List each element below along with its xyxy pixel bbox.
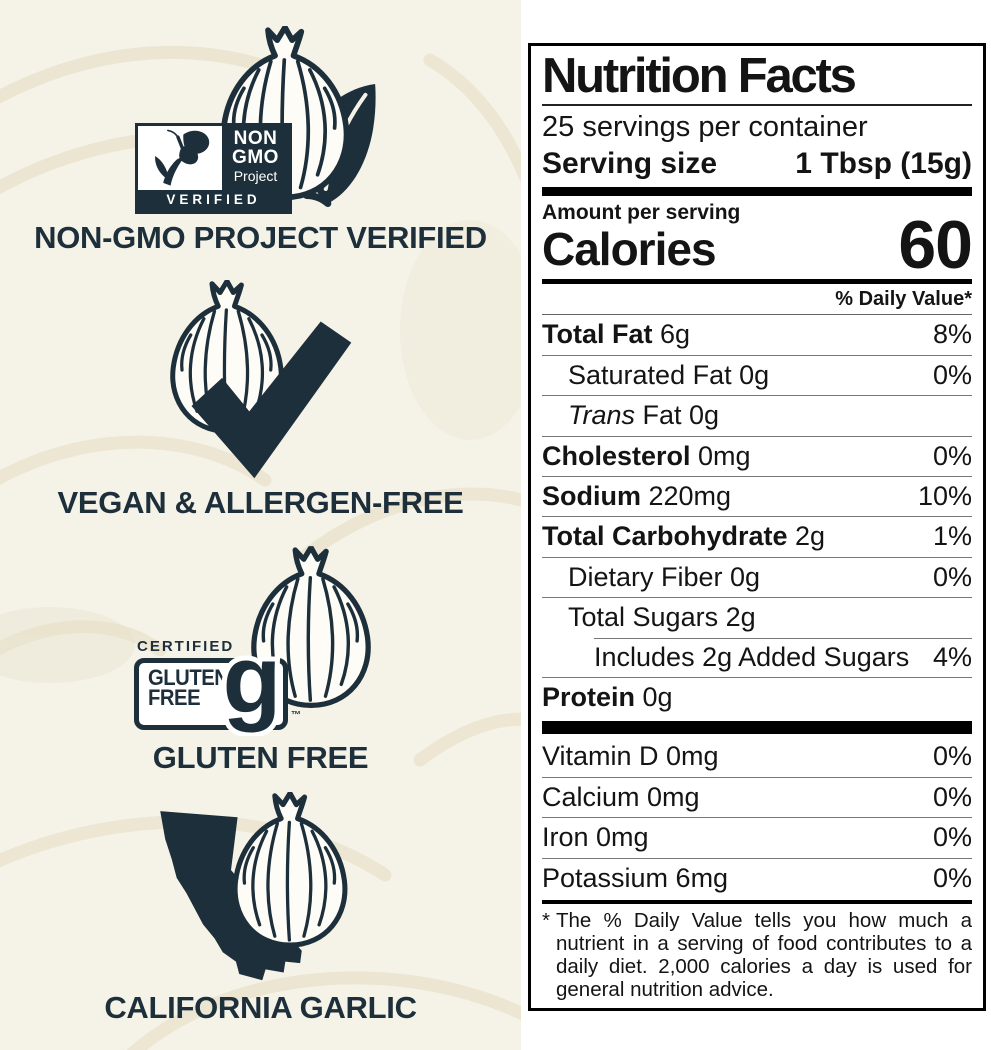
seal-line2: GMO: [232, 147, 279, 168]
nutrient-row: Includes 2g Added Sugars 4%: [542, 637, 972, 677]
badge-caption-non-gmo: NON-GMO PROJECT VERIFIED: [34, 220, 487, 255]
seal-line1: NON: [233, 128, 278, 149]
badge-california: CALIFORNIA GARLIC: [0, 790, 521, 1050]
trademark-symbol: ™: [291, 710, 301, 721]
nutrient-name: Total Fat 6g: [542, 319, 691, 350]
footnote-text: The % Daily Value tells you how much a n…: [556, 908, 972, 1002]
nutrient-row: Total Fat 6g 8%: [542, 315, 972, 354]
nutrient-name: Sodium 220mg: [542, 480, 732, 511]
nutrient-daily-value: 0%: [932, 741, 972, 772]
calories-label: Calories: [542, 223, 717, 276]
nutrient-name: Vitamin D 0mg: [542, 741, 719, 772]
nutrient-daily-value: 0%: [932, 781, 972, 812]
serving-size-value: 1 Tbsp (15g): [795, 146, 972, 180]
nutrient-row: Cholesterol 0mg 0%: [542, 435, 972, 476]
seal-verified-text: VERIFIED: [166, 192, 261, 207]
nutrient-name: Cholesterol 0mg: [542, 440, 751, 471]
divider-thick: [542, 721, 972, 735]
non-gmo-seal: NON GMO Project VERIFIED: [135, 123, 292, 214]
footnote: * The % Daily Value tells you how much a…: [542, 909, 972, 1002]
nutrient-daily-value: 8%: [932, 319, 972, 350]
badges-panel: NON GMO Project VERIFIED NON-GMO PROJECT…: [0, 0, 521, 1050]
badge-non-gmo: NON GMO Project VERIFIED NON-GMO PROJECT…: [0, 20, 521, 270]
divider-thin: [542, 899, 972, 904]
serving-size-row: Serving size 1 Tbsp (15g): [542, 147, 972, 181]
nutrient-row: Sodium 220mg 10%: [542, 475, 972, 516]
nutrient-name: Dietary Fiber 0g: [568, 561, 761, 592]
gf-word2: FREE: [148, 685, 201, 711]
nutrient-name: Total Sugars 2g: [568, 602, 756, 633]
nutrient-name: Iron 0mg: [542, 822, 649, 853]
daily-value-header: % Daily Value*: [542, 284, 972, 316]
nutrient-daily-value: 10%: [917, 480, 972, 511]
nutrient-daily-value: 0%: [932, 862, 972, 893]
nutrient-daily-value: 0%: [932, 359, 972, 390]
badge-caption-gluten-free: GLUTEN FREE: [152, 740, 369, 775]
badge-caption-vegan: VEGAN & ALLERGEN-FREE: [57, 485, 464, 520]
gf-word1: GLUTEN: [148, 665, 229, 690]
nutrition-title: Nutrition Facts: [542, 50, 972, 106]
nutrient-name: Protein 0g: [542, 681, 673, 712]
calories-section: Amount per serving Calories 60: [542, 201, 973, 284]
nutrient-row: Total Sugars 2g: [542, 597, 972, 637]
serving-size-label: Serving size: [542, 146, 718, 180]
badge-vegan: VEGAN & ALLERGEN-FREE: [0, 278, 521, 528]
seal-line3: Project: [233, 168, 278, 184]
nutrient-name: Trans Fat 0g: [568, 400, 720, 431]
non-gmo-seal-words: NON GMO Project: [222, 126, 289, 190]
nutrient-name: Includes 2g Added Sugars: [594, 641, 910, 672]
nutrient-name: Potassium 6mg: [542, 862, 729, 893]
nutrient-rows: Total Fat 6g 8% Saturated Fat 0g 0% Trans Fa…: [542, 315, 972, 717]
servings-per-container: 25 servings per container: [542, 110, 868, 143]
nutrient-daily-value: 1%: [932, 521, 972, 552]
nutrient-daily-value: 4%: [932, 641, 972, 672]
vitamin-rows: Vitamin D 0mg 0% Calcium 0mg 0% Iron 0mg 0% Po…: [542, 737, 972, 898]
butterfly-box: [138, 126, 222, 190]
calories-value: 60: [898, 207, 973, 284]
nutrient-daily-value: 0%: [932, 822, 972, 853]
badge-gluten-free: CERTIFIED GLUTEN FREE g ™ GLUTEN FREE: [0, 542, 521, 782]
checkmark-icon: [191, 321, 352, 479]
nutrient-row: Iron 0mg 0%: [542, 817, 972, 857]
gluten-free-seal: GLUTEN FREE: [134, 658, 288, 730]
gf-certified-text: CERTIFIED: [137, 638, 235, 655]
divider-medium: [542, 279, 972, 285]
nutrient-row: Calcium 0mg 0%: [542, 776, 972, 817]
nutrient-row: Potassium 6mg 0%: [542, 857, 972, 898]
butterfly-icon: [155, 129, 210, 186]
nutrient-daily-value: 0%: [932, 440, 972, 471]
gluten-free-g-icon: g: [218, 626, 287, 736]
nutrient-row: Trans Fat 0g: [542, 395, 972, 435]
badge-caption-california: CALIFORNIA GARLIC: [104, 990, 417, 1025]
nutrient-row: Dietary Fiber 0g 0%: [542, 556, 972, 597]
nutrient-row: Vitamin D 0mg 0%: [542, 737, 972, 776]
nutrient-daily-value: 0%: [932, 561, 972, 592]
nutrient-name: Total Carbohydrate 2g: [542, 521, 826, 552]
nutrient-row: Total Carbohydrate 2g 1%: [542, 516, 972, 556]
nutrient-row: Protein 0g: [542, 676, 972, 717]
amount-per-serving-label: Amount per serving: [542, 201, 741, 225]
nutrition-facts-label: Nutrition Facts 25 servings per containe…: [528, 43, 986, 1011]
nutrient-row: Saturated Fat 0g 0%: [542, 354, 972, 395]
footnote-asterisk: *: [542, 908, 550, 932]
divider-thick: [542, 187, 972, 197]
svg-text:g: g: [223, 626, 282, 733]
garlic-icon: [214, 792, 366, 959]
nutrient-name: Saturated Fat 0g: [568, 359, 770, 390]
nutrient-name: Calcium 0mg: [542, 781, 700, 812]
